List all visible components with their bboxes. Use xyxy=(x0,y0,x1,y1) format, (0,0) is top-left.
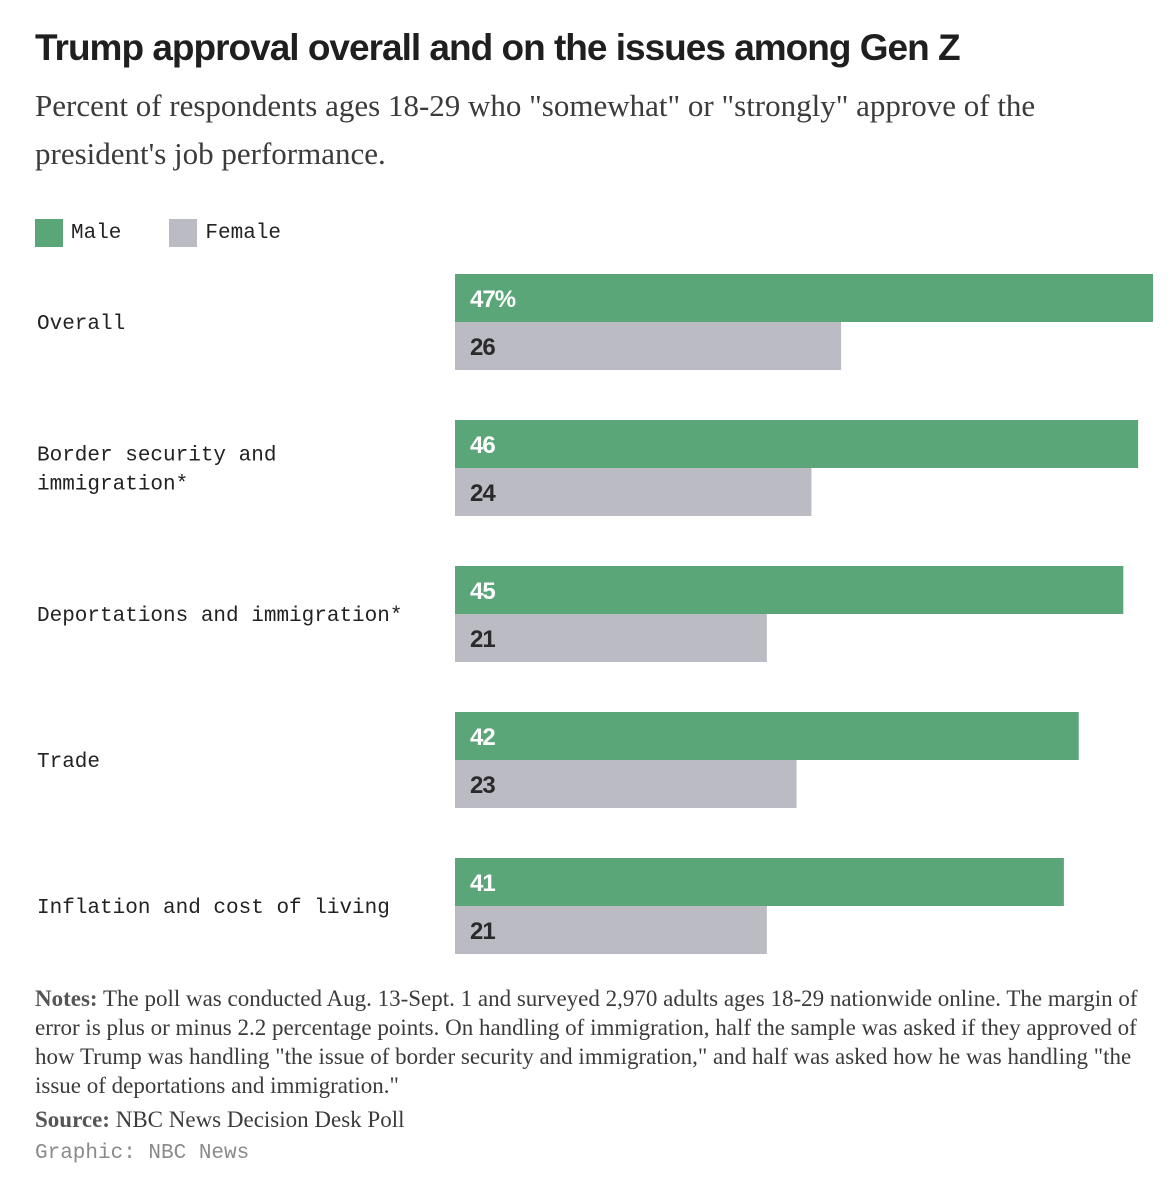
bar-male xyxy=(455,420,1139,468)
data-label-female: 23 xyxy=(470,772,495,799)
chart-notes: Notes: The poll was conducted Aug. 13-Se… xyxy=(35,984,1150,1100)
chart-source: Source: NBC News Decision Desk Poll xyxy=(35,1104,1135,1136)
data-label-male: 42 xyxy=(470,724,495,751)
category-label: Overall xyxy=(37,313,125,336)
category-label-line: Deportations and immigration* xyxy=(37,605,402,628)
legend-swatch-male xyxy=(35,219,63,247)
data-label-female: 24 xyxy=(470,480,496,507)
category-label-line: Inflation and cost of living xyxy=(37,897,390,920)
category-label: Border security and immigration* xyxy=(37,445,276,497)
data-label-female: 26 xyxy=(470,334,495,361)
bar-male xyxy=(455,858,1064,906)
graphic-credit: Graphic: NBC News xyxy=(35,1142,250,1165)
legend-label-female: Female xyxy=(205,221,282,245)
data-label-male: 41 xyxy=(470,870,495,897)
category-label-line: Trade xyxy=(37,751,100,774)
legend-swatch-female xyxy=(169,219,198,247)
category-label: Deportations and immigration* xyxy=(37,605,402,628)
category-label: Trade xyxy=(37,751,100,774)
notes-label: Notes: xyxy=(35,986,98,1011)
category-label-line: immigration* xyxy=(37,474,188,497)
source-label: Source: xyxy=(35,1107,110,1132)
bar-chart: Overall 47% 26 Border security and immigrati… xyxy=(37,274,1153,954)
bar-female xyxy=(455,322,842,370)
notes-text: The poll was conducted Aug. 13-Sept. 1 a… xyxy=(35,986,1138,1098)
category-label-line: Border security and xyxy=(37,445,276,468)
bar-male xyxy=(455,274,1153,322)
data-label-female: 21 xyxy=(470,918,495,945)
category-label-line: Overall xyxy=(37,313,125,336)
bar-female xyxy=(455,760,797,808)
source-text: NBC News Decision Desk Poll xyxy=(115,1107,405,1132)
chart-legend: Male Female xyxy=(35,218,329,248)
legend-label-male: Male xyxy=(71,221,122,245)
legend-item-female: Female xyxy=(169,219,281,247)
chart-title: Trump approval overall and on the issues… xyxy=(35,27,961,68)
legend-item-male: Male xyxy=(35,219,121,247)
data-label-female: 21 xyxy=(470,626,495,653)
bar-female xyxy=(455,468,812,516)
chart-subtitle: Percent of respondents ages 18-29 who "s… xyxy=(35,88,1036,171)
category-label: Inflation and cost of living xyxy=(37,897,390,920)
bar-male xyxy=(455,712,1079,760)
bar-male xyxy=(455,566,1124,614)
data-label-male: 46 xyxy=(470,432,495,459)
bar-female xyxy=(455,906,767,954)
bar-female xyxy=(455,614,767,662)
data-label-male: 47% xyxy=(470,286,516,313)
data-label-male: 45 xyxy=(470,578,495,605)
